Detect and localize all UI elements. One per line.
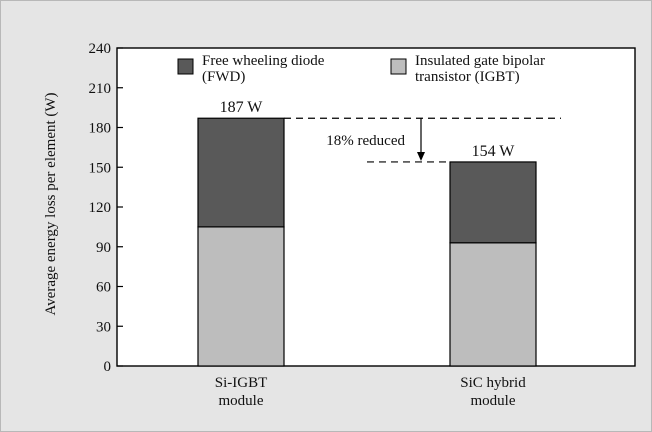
y-tick-label: 210 [89,81,112,97]
bar-fwd-2 [449,161,537,244]
x-category-label: module [471,393,516,409]
legend-label: Insulated gate bipolar [415,53,545,69]
total-label: 187 W [220,99,264,116]
y-tick-label: 60 [96,280,111,296]
bar-igbt-2 [449,242,537,367]
plot-area [116,47,636,367]
y-tick-label: 90 [96,240,111,256]
y-axis-label: Average energy loss per element (W) [43,92,59,315]
x-category-label: SiC hybrid [460,375,526,391]
y-tick-label: 180 [89,121,112,137]
x-category-label: Si-IGBT [215,375,268,391]
bar-igbt-1 [197,226,285,367]
legend-label: Free wheeling diode [202,53,325,69]
y-tick-label: 150 [89,160,112,176]
y-tick-label: 30 [96,319,111,335]
legend-swatch-fwd [177,58,194,75]
reduction-annotation: 18% reduced [326,133,405,149]
legend-label: (FWD) [202,69,245,85]
x-category-label: module [219,393,264,409]
legend-swatch-igbt [390,58,407,75]
reduction-arrowhead [417,151,425,161]
y-tick-label: 240 [89,41,112,57]
legend-label: transistor (IGBT) [415,69,520,85]
total-label: 154 W [472,143,516,160]
bar-fwd-1 [197,117,285,228]
y-tick-label: 0 [104,359,112,375]
y-tick-label: 120 [89,200,112,216]
